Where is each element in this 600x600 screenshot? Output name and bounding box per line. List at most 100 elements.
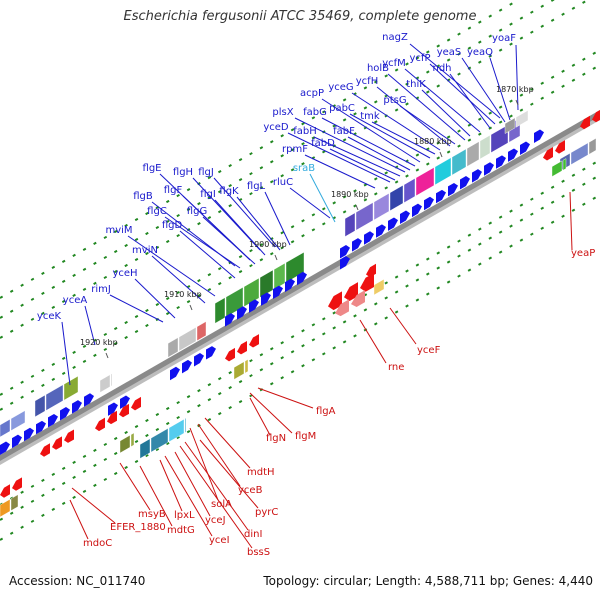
forward-gene-arrow — [364, 231, 374, 245]
forward-feature-block — [285, 251, 305, 283]
forward-feature-block — [373, 192, 390, 221]
gene-label-7: holB — [367, 63, 389, 74]
forward-gene-arrow — [206, 346, 216, 360]
leader-line — [159, 459, 183, 512]
gene-label-1: yceF — [417, 345, 441, 356]
scale-label-1: 1880 kbp — [414, 137, 452, 146]
leader-line — [389, 307, 417, 345]
reverse-gene-arrow — [344, 282, 358, 301]
leader-line — [119, 462, 151, 511]
reverse-feature-block — [233, 361, 245, 380]
leader-line — [214, 199, 266, 256]
leader-line — [151, 255, 206, 304]
leader-line — [69, 499, 89, 540]
reverse-feature-block — [244, 359, 249, 374]
forward-feature-block — [214, 297, 226, 324]
gene-label-9: pyrC — [255, 507, 278, 518]
leader-line — [71, 487, 116, 524]
label-leader-lines — [61, 43, 573, 549]
reverse-gene-arrow — [131, 396, 141, 411]
leader-line — [321, 117, 416, 167]
scale-tick — [105, 352, 109, 359]
forward-gene-arrow — [340, 245, 350, 259]
tick-dots — [0, 0, 521, 299]
gene-label-39: yceK — [37, 311, 62, 322]
gene-label-8: solA — [211, 499, 232, 510]
leader-line — [489, 57, 511, 121]
leader-line — [174, 451, 211, 517]
leader-line — [569, 191, 573, 251]
scale-label-2: 1890 kbp — [331, 190, 369, 199]
forward-gene-arrow — [400, 210, 410, 224]
forward-gene-arrow — [424, 196, 434, 211]
forward-gene-arrow — [249, 299, 259, 313]
gene-label-11: ptsG — [383, 95, 406, 106]
reverse-feature-block — [562, 158, 567, 171]
forward-feature-block — [415, 167, 435, 197]
forward-gene-arrow — [225, 313, 235, 327]
leader-line — [387, 73, 466, 141]
reverse-gene-arrow — [40, 443, 50, 457]
reverse-gene-arrow — [237, 340, 247, 355]
forward-gene-arrow — [508, 148, 518, 162]
forward-feature-block — [34, 394, 46, 418]
tick-dots — [0, 0, 556, 319]
leader-line — [309, 173, 336, 223]
forward-gene-arrow — [84, 393, 94, 407]
gene-label-21: fabD — [311, 138, 335, 149]
forward-gene-arrow — [285, 278, 295, 293]
leader-line — [449, 73, 491, 129]
gene-label-10: dinI — [244, 529, 262, 540]
forward-feature-block — [178, 326, 197, 352]
reverse-feature-block — [168, 418, 185, 443]
leader-line — [164, 216, 241, 269]
reverse-gene-arrow — [335, 299, 349, 317]
leader-line — [189, 427, 219, 501]
gene-label-0: sraB — [293, 163, 315, 174]
reverse-gene-arrow — [543, 147, 553, 161]
forward-gene-arrow — [436, 189, 446, 204]
forward-gene-arrow — [194, 353, 204, 367]
reverse-feature-block — [0, 498, 11, 518]
forward-feature-block — [99, 374, 111, 393]
forward-gene-arrow — [182, 359, 192, 374]
reverse-feature-block — [588, 137, 597, 155]
reverse-gene-arrow — [12, 477, 22, 491]
genome-backbone — [0, 110, 600, 465]
leader-line — [287, 132, 391, 183]
gene-label-36: yceH — [112, 268, 137, 279]
forward-gene-arrow — [472, 169, 482, 183]
forward-feature-block — [273, 262, 286, 290]
reverse-gene-arrow — [52, 436, 62, 450]
gene-label-26: flgI — [200, 189, 216, 200]
reverse-gene-arrow — [360, 272, 374, 292]
leader-line — [376, 86, 451, 147]
scale-labels: 1870 kbp 1880 kbp 1890 kbp 1900 kbp 1910 kbp… — [80, 85, 534, 359]
forward-gene-arrow — [297, 271, 307, 286]
gene-label-17: EFER_1880 — [110, 522, 166, 533]
forward-gene-arrow — [340, 256, 350, 270]
forward-feature-block — [451, 148, 467, 176]
gene-label-9: yceG — [328, 82, 353, 93]
forward-feature-block — [479, 134, 491, 160]
reverse-feature-block — [551, 160, 563, 177]
forward-gene-arrow — [520, 141, 530, 155]
gene-label-13: yceI — [209, 535, 230, 546]
reverse-feature-block — [130, 432, 135, 448]
tick-dots — [0, 0, 590, 339]
gene-label-17: yceD — [263, 122, 289, 133]
forward-gene-arrow — [273, 285, 283, 300]
forward-feature-block — [434, 157, 452, 186]
leader-line — [515, 44, 519, 111]
gene-label-14: tmk — [360, 111, 380, 122]
map-title: Escherichia fergusonii ATCC 35469, compl… — [123, 9, 477, 24]
forward-gene-arrow — [36, 420, 46, 435]
leader-line — [61, 321, 71, 386]
gene-label-7: yceB — [238, 485, 263, 496]
leader-line — [192, 177, 261, 251]
reverse-feature-block — [150, 428, 169, 453]
forward-feature-block — [0, 418, 11, 438]
leader-line — [421, 89, 471, 137]
